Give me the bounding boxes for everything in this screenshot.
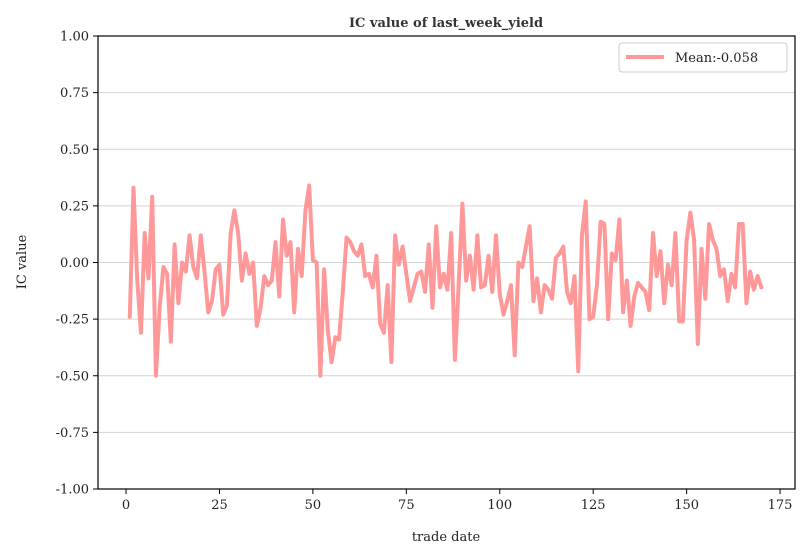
y-axis: -1.00 -0.75 -0.50 -0.25 0.00 0.25 0.50 0.75 1.00 [56, 30, 98, 498]
series-lines [127, 183, 764, 378]
y-tick-label: 0.25 [60, 199, 89, 214]
x-tick-label: 125 [581, 498, 606, 513]
y-tick-label: -0.50 [56, 369, 89, 384]
grid-lines [98, 92, 795, 433]
x-tick-label: 175 [768, 498, 793, 513]
series-line [127, 183, 764, 378]
y-tick-label: 0.00 [60, 256, 89, 271]
x-axis-label: trade date [412, 530, 481, 545]
y-tick-label: 0.75 [60, 86, 89, 101]
x-tick-label: 75 [398, 498, 415, 513]
legend-box [618, 42, 788, 73]
x-axis: 0 25 50 75 100 125 150 175 [122, 489, 793, 513]
y-tick-label: 0.50 [60, 143, 89, 158]
x-tick-label: 25 [211, 498, 228, 513]
x-tick-label: 150 [674, 498, 699, 513]
chart-title: IC value of last_week_yield [349, 16, 543, 31]
x-tick-label: 100 [487, 498, 512, 513]
y-tick-label: -0.25 [56, 313, 89, 328]
legend-label: Mean:-0.058 [675, 51, 758, 66]
y-axis-label: IC value [15, 234, 30, 289]
x-tick-label: 50 [305, 498, 322, 513]
y-tick-label: -0.75 [56, 426, 89, 441]
y-tick-label: -1.00 [56, 483, 89, 498]
legend: Mean:-0.058 [618, 42, 788, 73]
y-tick-label: 1.00 [60, 30, 89, 45]
x-tick-label: 0 [122, 498, 130, 513]
